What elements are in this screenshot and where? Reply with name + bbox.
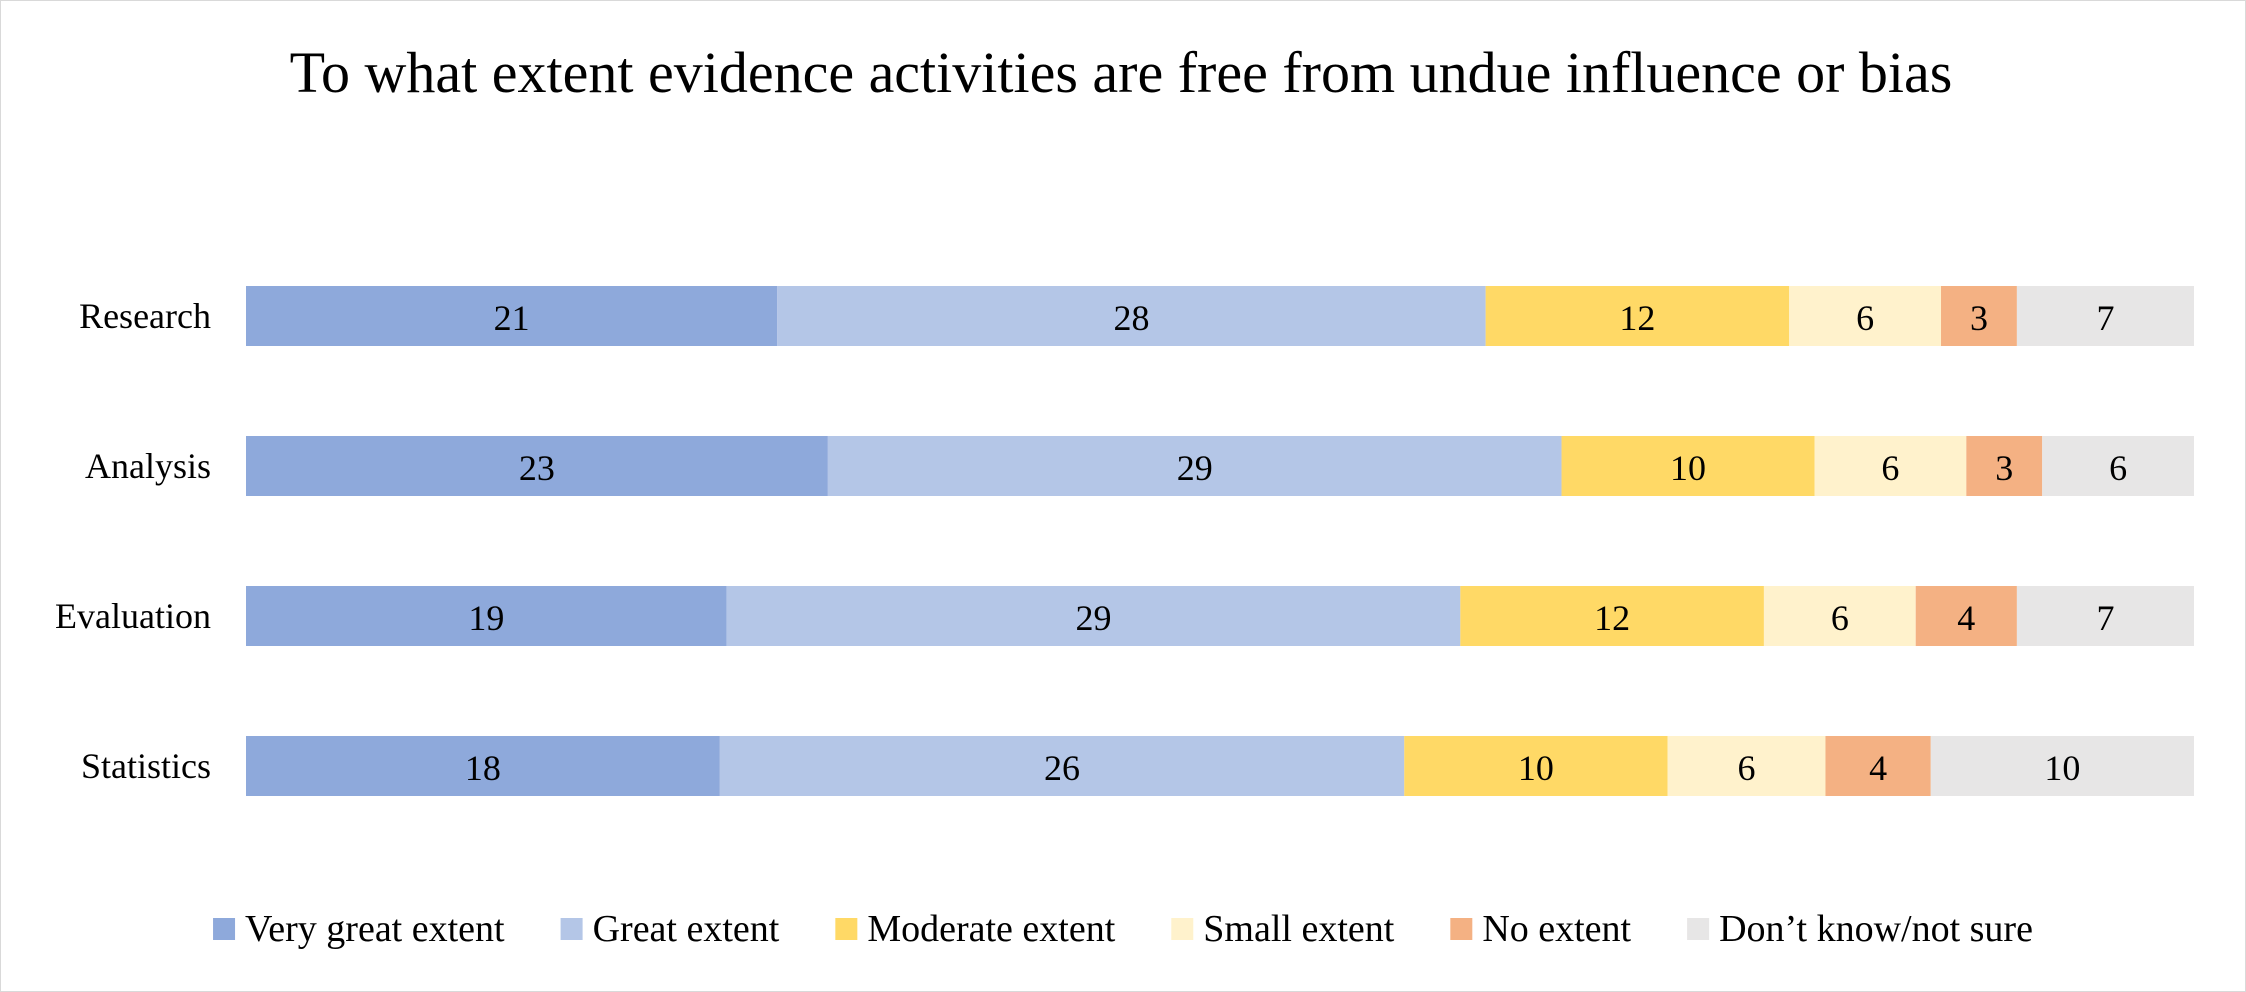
legend-label: Great extent (593, 908, 780, 950)
legend: Very great extent Great extent Moderate ex… (213, 908, 2033, 950)
legend-label: Don’t know/not sure (1719, 908, 2033, 950)
data-label: 12 (1619, 298, 1655, 338)
bar-segment (827, 436, 1562, 496)
bar-segment (1404, 736, 1668, 796)
data-label: 6 (1856, 298, 1874, 338)
category-label: Analysis (85, 446, 211, 486)
bar-segment (246, 736, 720, 796)
bar-segment (1561, 436, 1815, 496)
legend-label: No extent (1482, 908, 1631, 950)
bar-segment (1915, 586, 2017, 646)
data-label: 7 (2096, 598, 2114, 638)
data-label: 21 (494, 298, 530, 338)
legend-swatch (1171, 918, 1194, 940)
legend-label: Moderate extent (867, 908, 1115, 950)
data-label: 4 (1957, 598, 1975, 638)
data-label: 6 (2109, 448, 2127, 488)
category-label: Research (79, 296, 211, 336)
legend-swatch (1687, 918, 1710, 940)
bar-group-analysis: Analysis 23 29 10 6 3 6 (85, 436, 2194, 496)
data-label: 6 (1881, 448, 1899, 488)
bar-segment (1485, 286, 1790, 346)
bar-segment (1460, 586, 1764, 646)
data-label: 3 (1970, 298, 1988, 338)
data-label: 23 (519, 448, 555, 488)
bar-segment (1930, 736, 2194, 796)
bar-group-evaluation: Evaluation 19 29 12 6 4 7 (55, 586, 2194, 646)
data-label: 7 (2096, 298, 2114, 338)
legend-swatch (835, 918, 858, 940)
data-label: 26 (1044, 748, 1080, 788)
chart-title: To what extent evidence activities are f… (289, 40, 1953, 105)
data-label: 10 (2044, 748, 2080, 788)
data-label: 29 (1177, 448, 1213, 488)
bar-segment (1941, 286, 2017, 346)
data-label: 29 (1076, 598, 1112, 638)
bar-segment (777, 286, 1486, 346)
bar-segment (1814, 436, 1967, 496)
bar-group-statistics: Statistics 18 26 10 6 4 10 (81, 736, 2194, 796)
bar-segment (1966, 436, 2043, 496)
bar-segment (246, 586, 727, 646)
data-label: 4 (1869, 748, 1887, 788)
bar-segment (2016, 286, 2194, 346)
category-label: Statistics (81, 746, 211, 786)
data-label: 10 (1670, 448, 1706, 488)
bar-segment (1789, 286, 1942, 346)
bar-segment (246, 436, 828, 496)
legend-item: No extent (1450, 908, 1632, 950)
legend-label: Very great extent (245, 908, 505, 950)
data-label: 3 (1995, 448, 2013, 488)
data-label: 19 (468, 598, 504, 638)
bar-group-research: Research 21 28 12 6 3 7 (79, 286, 2194, 346)
data-label: 6 (1831, 598, 1849, 638)
legend-swatch (1450, 918, 1473, 940)
data-label: 6 (1737, 748, 1755, 788)
data-label: 28 (1113, 298, 1149, 338)
data-label: 12 (1594, 598, 1630, 638)
legend-label: Small extent (1203, 908, 1394, 950)
bar-segment (1825, 736, 1931, 796)
bar-segment (2042, 436, 2194, 496)
category-label: Evaluation (55, 596, 211, 636)
bar-segment (2016, 586, 2194, 646)
legend-item: Great extent (560, 908, 780, 950)
data-label: 10 (1518, 748, 1554, 788)
bar-segment (1763, 586, 1916, 646)
legend-swatch (560, 918, 583, 940)
data-label: 18 (465, 748, 501, 788)
bar-segment (719, 736, 1405, 796)
legend-swatch (213, 918, 236, 940)
bar-segment (246, 286, 778, 346)
bar-segment (1667, 736, 1826, 796)
legend-item: Small extent (1171, 908, 1395, 950)
legend-item: Don’t know/not sure (1687, 908, 2033, 950)
legend-item: Very great extent (213, 908, 505, 950)
legend-item: Moderate extent (835, 908, 1116, 950)
bar-segment (726, 586, 1461, 646)
